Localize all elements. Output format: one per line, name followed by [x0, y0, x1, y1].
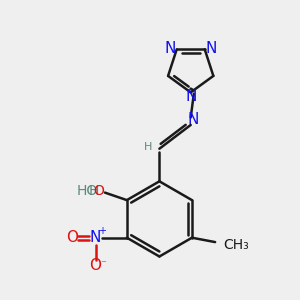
Text: H: H: [144, 142, 152, 152]
Text: N: N: [205, 40, 217, 56]
Text: CH₃: CH₃: [223, 238, 249, 252]
Text: N: N: [188, 112, 199, 128]
Text: O: O: [89, 258, 101, 273]
Text: +: +: [98, 226, 106, 236]
Text: N: N: [185, 88, 196, 104]
Text: HO: HO: [77, 184, 98, 198]
Text: N: N: [90, 230, 101, 245]
Text: O: O: [66, 230, 78, 245]
Text: O: O: [93, 184, 104, 198]
Text: N: N: [165, 40, 176, 56]
Text: H: H: [89, 184, 99, 198]
Text: ⁻: ⁻: [100, 260, 106, 270]
